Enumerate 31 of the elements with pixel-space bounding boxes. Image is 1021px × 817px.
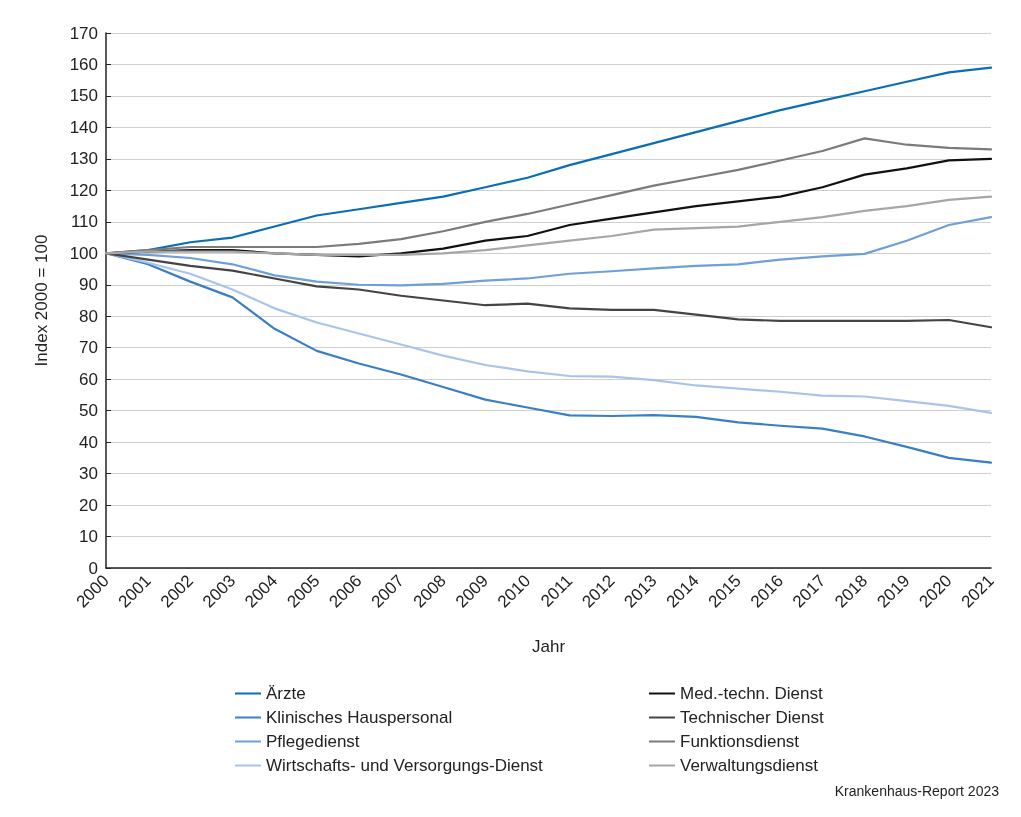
legend-label: Wirtschafts- und Versorgungs-Dienst	[266, 756, 544, 775]
y-tick-label: 0	[88, 558, 98, 578]
line-series	[104, 195, 993, 256]
y-tick-label: 60	[79, 369, 98, 389]
y-tick-label: 170	[69, 23, 98, 43]
y-tick-label: 20	[79, 495, 98, 515]
y-tick-label: 130	[69, 149, 98, 169]
y-tick-label: 100	[69, 243, 98, 263]
y-tick-label: 80	[79, 306, 98, 326]
y-tick-label: 150	[69, 86, 98, 106]
legend-label: Pflegedienst	[266, 732, 360, 751]
legend-label: Klinisches Hauspersonal	[266, 708, 453, 727]
y-tick-label: 40	[79, 432, 98, 452]
legend-label: Funktionsdienst	[680, 732, 800, 751]
y-axis-title: Index 2000 = 100	[32, 234, 51, 367]
y-tick-label: 90	[79, 275, 98, 295]
legend-label: Technischer Dienst	[680, 708, 824, 727]
legend-label: Verwaltungsdienst	[680, 756, 819, 775]
line-series	[104, 252, 993, 329]
legend-label: Med.-techn. Dienst	[680, 684, 823, 703]
y-tick-label: 110	[70, 212, 98, 232]
y-tick-label: 10	[79, 527, 98, 547]
legend-label: Ärzte	[266, 684, 306, 703]
y-tick-label: 120	[69, 180, 98, 200]
y-tick-label: 30	[79, 464, 98, 484]
y-tick-label: 160	[69, 54, 98, 74]
y-tick-label: 50	[79, 401, 98, 421]
x-axis-title: Jahr	[531, 637, 566, 656]
y-tick-label: 140	[69, 117, 98, 137]
y-tick-label: 70	[79, 338, 98, 358]
text: Krankenhaus-Report 2023	[834, 783, 1000, 799]
